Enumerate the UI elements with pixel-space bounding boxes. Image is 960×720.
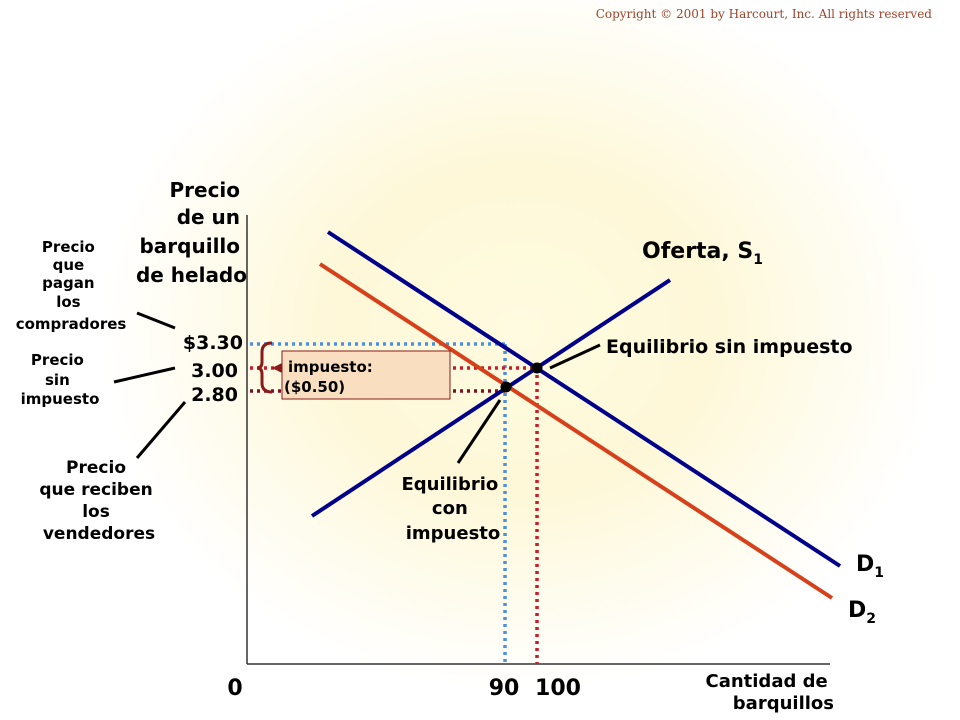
eq-no-tax-pointer [549, 343, 601, 370]
sellers-price-annotation: Precio que reciben los vendedores [39, 458, 158, 544]
tax-box-line1: impuesto: [288, 358, 373, 376]
eq-tax-label: Equilibrio con impuesto [401, 474, 504, 544]
price-label-sellers: 2.80 [191, 384, 238, 406]
demand1-label: D1 [856, 552, 884, 581]
tax-brace-arrow-icon [272, 363, 282, 373]
equilibrium-tax-point [500, 381, 512, 393]
tax-brace-icon [256, 341, 273, 394]
supply-label: Oferta, S1 [642, 239, 763, 268]
price-label-no-tax: 3.00 [191, 360, 238, 382]
equilibrium-no-tax-point [531, 362, 543, 374]
eq-tax-pointer [456, 399, 502, 464]
y-axis-title: Precio de un barquillo de helado [136, 178, 247, 287]
eq-no-tax-label: Equilibrio sin impuesto [606, 336, 853, 358]
x-axis-title: Cantidad de barquillos [705, 671, 834, 714]
no-tax-pointer [113, 366, 176, 384]
no-tax-price-annotation: Precio sin impuesto [21, 351, 100, 408]
tax-box [281, 350, 451, 400]
tax-box-line2: ($0.50) [284, 378, 345, 396]
demand2-label: D2 [848, 598, 876, 627]
demand-curve-d1 [326, 230, 842, 568]
buyers-pointer [136, 311, 176, 330]
sellers-pointer [135, 401, 187, 459]
quantity-label-90: 90 [489, 676, 520, 701]
copyright-notice: Copyright © 2001 by Harcourt, Inc. All r… [595, 7, 932, 21]
price-label-buyers: $3.30 [183, 332, 243, 354]
quantity-label-100: 100 [535, 676, 581, 701]
origin-label: 0 [227, 676, 242, 701]
supply-curve [310, 278, 672, 518]
buyers-price-annotation: Precio que pagan los compradores [16, 238, 127, 333]
demand-curve-d2 [318, 262, 834, 600]
